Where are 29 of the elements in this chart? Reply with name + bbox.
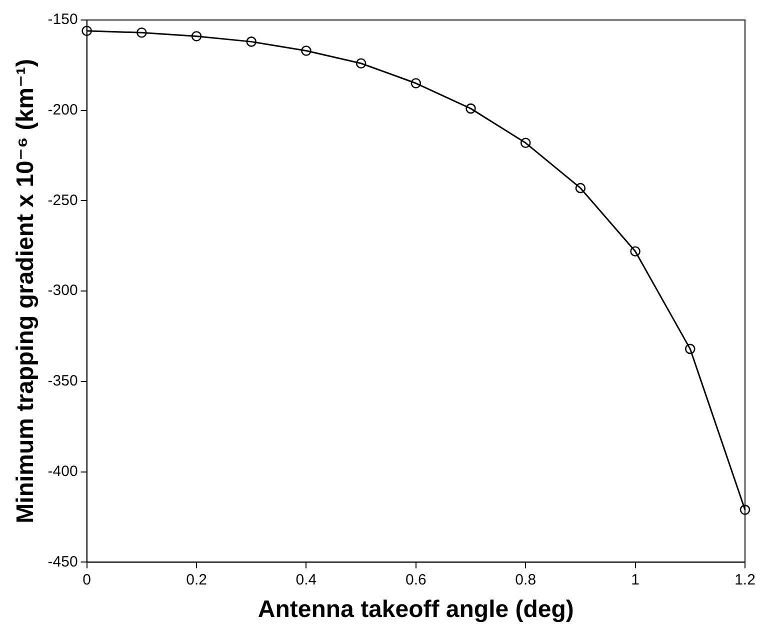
point: [575, 182, 586, 194]
x-tick-label: 0.2: [186, 571, 207, 588]
y-tick-label: -300: [48, 282, 78, 300]
x-axis-title: Antenna takeoff angle (deg): [258, 596, 574, 624]
point: [685, 344, 696, 354]
y-axis-title: Minimum trapping gradient x 10⁻⁶ (km⁻¹): [12, 58, 40, 524]
point: [466, 103, 476, 114]
x-tick-label: 1: [631, 571, 640, 588]
point: [301, 46, 312, 56]
x-tick-label: 0: [82, 571, 91, 588]
point: [410, 78, 422, 88]
y-tick-label: -350: [48, 372, 78, 390]
x-tick-label: 0.8: [515, 571, 536, 588]
y-tick-label: -150: [48, 11, 78, 28]
x-tick-label: 0.6: [405, 571, 426, 588]
point: [356, 58, 366, 69]
x-tick-label: 1.2: [734, 571, 756, 588]
point: [246, 36, 257, 47]
x-tick-label: 0.4: [296, 571, 317, 588]
point: [136, 28, 147, 38]
y-tick-label: -400: [48, 462, 78, 480]
y-tick-label: -200: [48, 102, 78, 119]
point: [520, 138, 531, 148]
point: [191, 31, 202, 42]
point: [82, 26, 92, 36]
point: [740, 504, 750, 515]
y-tick-label: -450: [48, 553, 78, 570]
point: [630, 246, 640, 256]
y-tick-label: -250: [48, 192, 78, 209]
